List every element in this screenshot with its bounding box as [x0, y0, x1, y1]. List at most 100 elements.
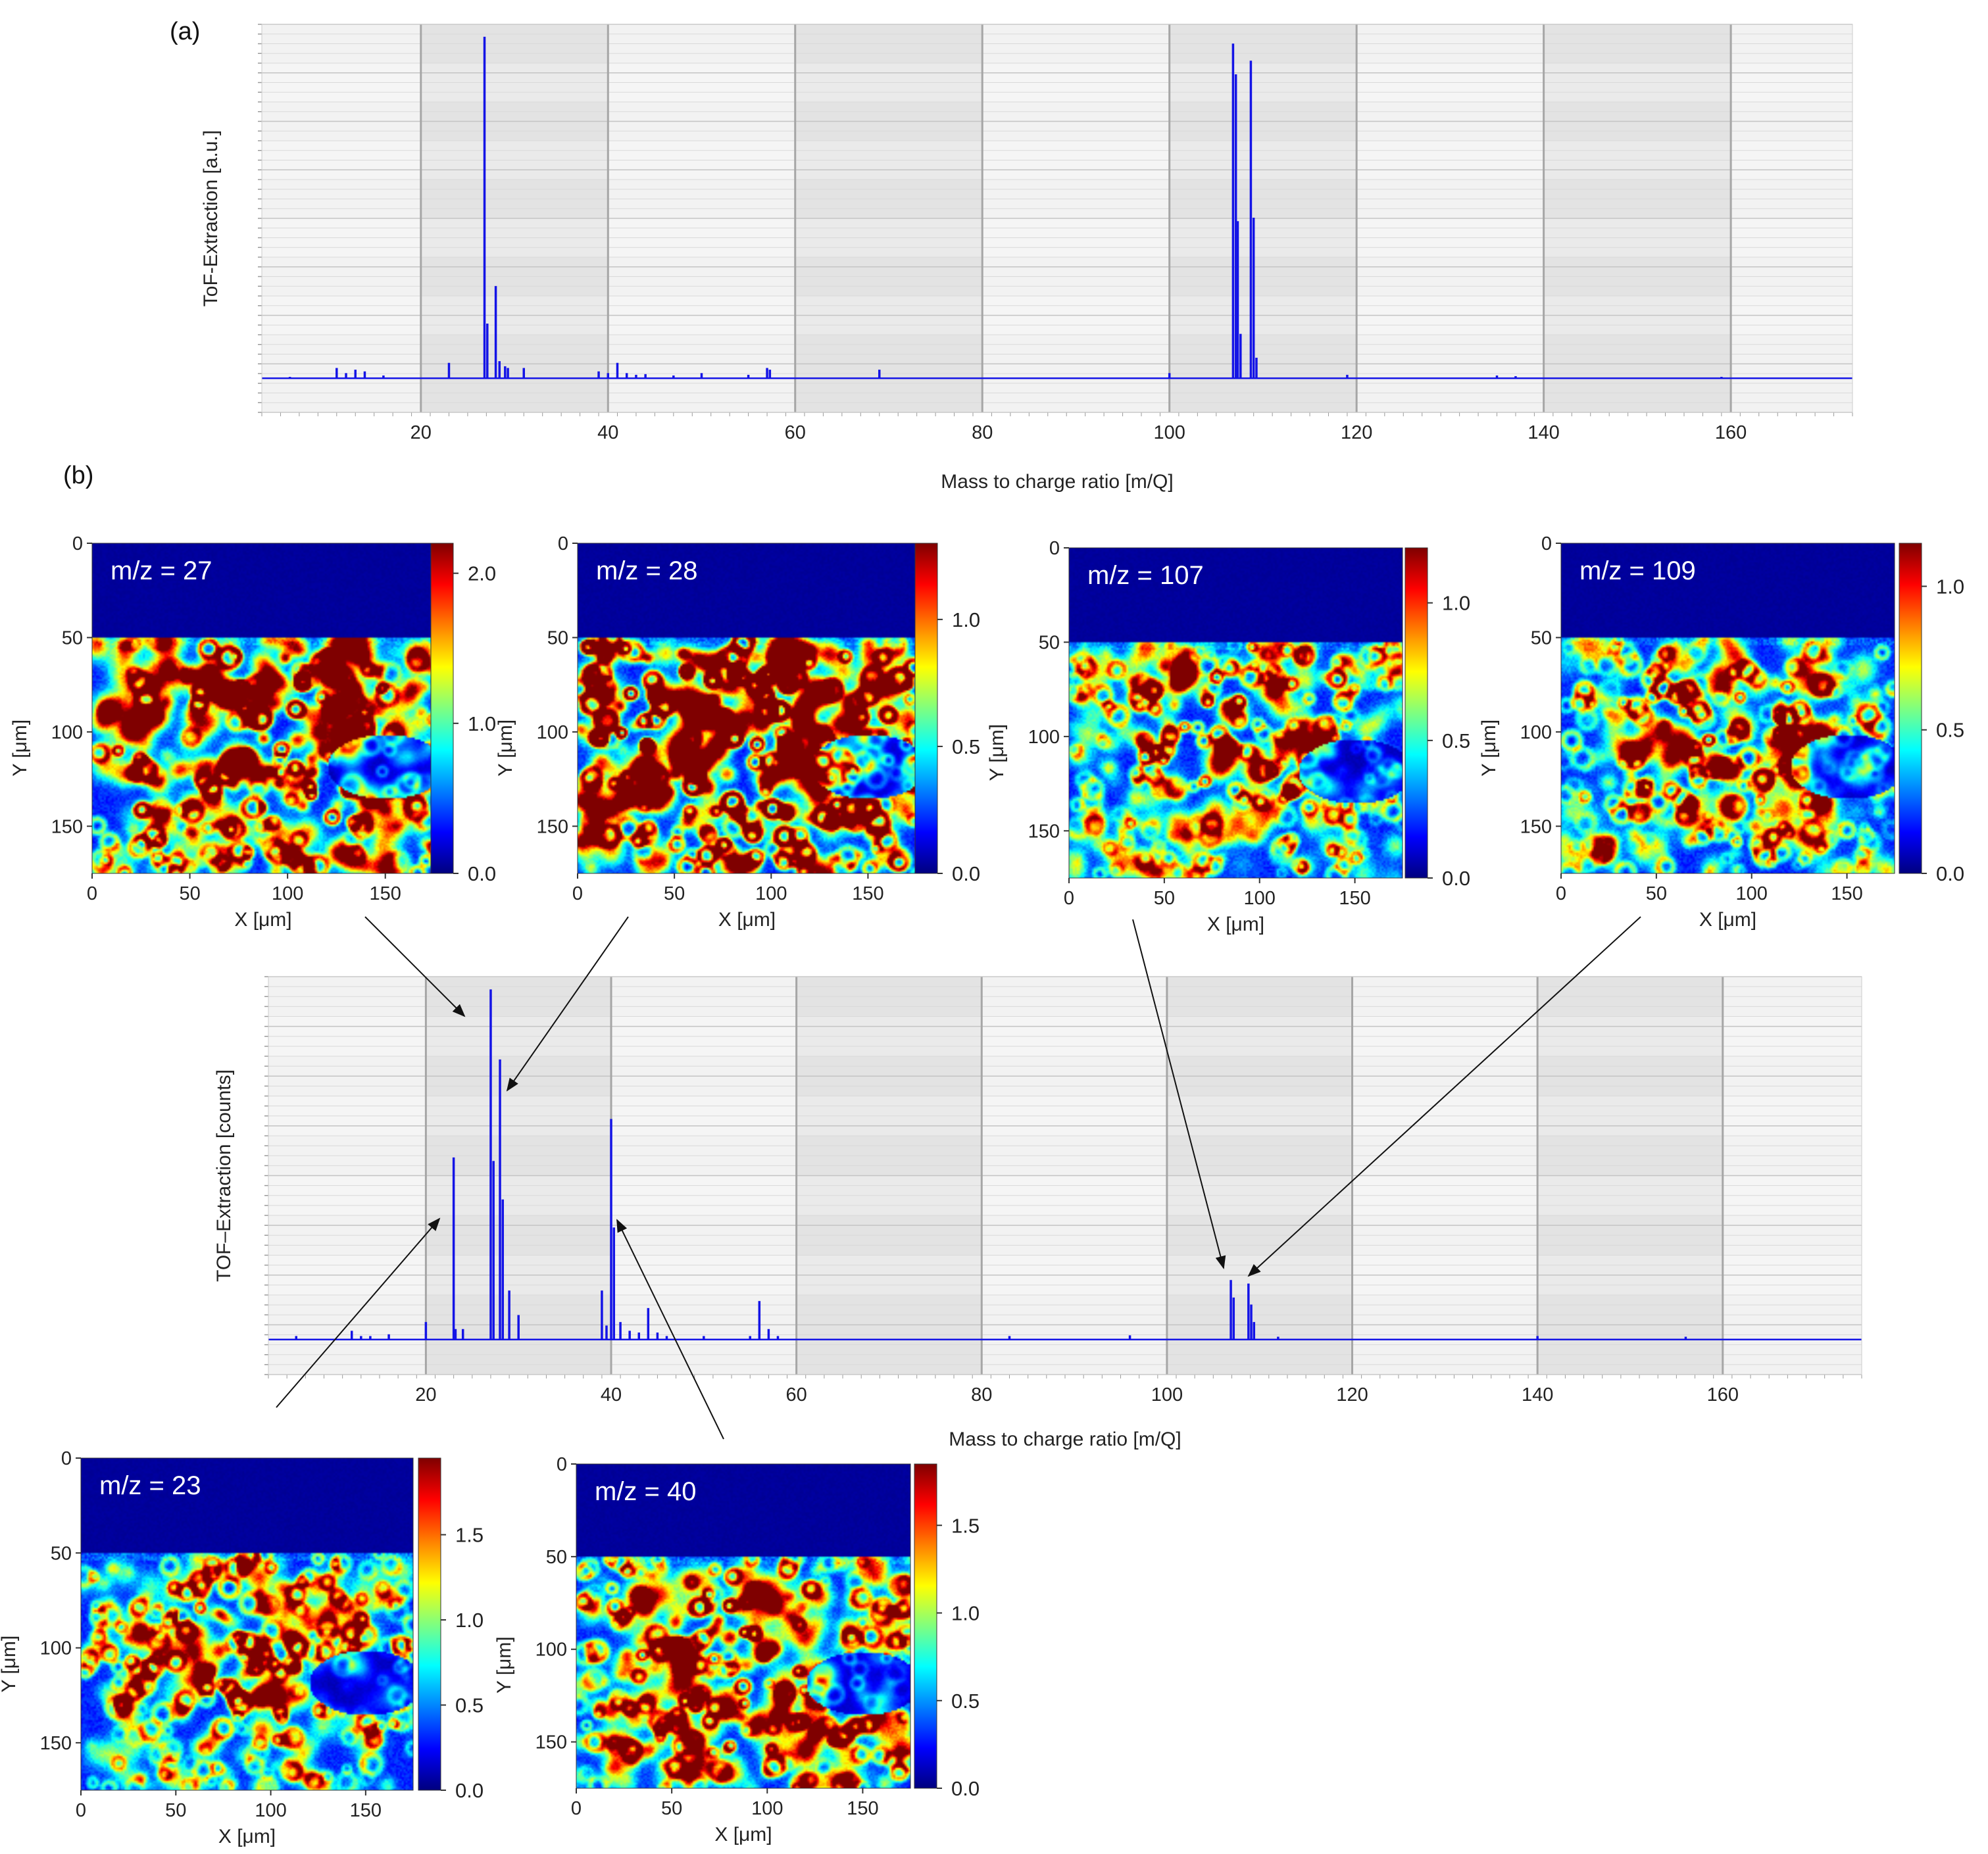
y-tick-label: 100 — [535, 1640, 567, 1661]
y-tick-label: 150 — [51, 816, 83, 837]
x-tick-label: 50 — [664, 883, 685, 904]
y-tick-label: 0 — [557, 1454, 567, 1475]
x-axis-label: X [μm] — [718, 909, 776, 931]
colorbar — [430, 543, 454, 874]
x-tick-label: 120 — [1336, 1384, 1368, 1405]
y-axis-label: ToF-Extraction [a.u.] — [200, 130, 222, 306]
spectrum-a: 20 40 60 80 100 120 140 160 Mass to charge ratio… — [200, 24, 1853, 493]
y-axis-label: Y [μm] — [9, 720, 31, 777]
x-tick-label: 0 — [571, 1798, 582, 1819]
colorbar-tick-label: 1.0 — [468, 712, 496, 735]
x-tick-label: 60 — [785, 422, 806, 443]
y-tick-label: 50 — [51, 1543, 72, 1564]
y-axis-label: Y [μm] — [986, 724, 1008, 781]
x-tick-label: 100 — [255, 1800, 286, 1821]
heatmap-title: m/z = 28 — [596, 556, 698, 585]
pointer-arrow-4 — [276, 1217, 441, 1408]
x-tick-label: 150 — [370, 883, 401, 904]
colorbar-tick-label: 0.5 — [951, 1690, 980, 1713]
y-tick-label: 50 — [1531, 627, 1552, 648]
x-tick-label: 150 — [350, 1800, 382, 1821]
colorbar-tick-label: 0.0 — [951, 1777, 980, 1800]
maps-layer: m/z = 27 0 50 100 150 0 50 100 150 X [μm] Y [μm] 0.… — [0, 533, 1964, 1847]
x-axis-label: X [μm] — [714, 1824, 772, 1845]
y-tick-label: 0 — [72, 533, 83, 554]
x-axis-label: Mass to charge ratio [m/Q] — [949, 1428, 1181, 1450]
x-tick-label: 100 — [272, 883, 303, 904]
y-tick-label: 100 — [51, 722, 83, 743]
colorbar-tick-label: 0.5 — [1442, 729, 1470, 752]
y-tick-label: 150 — [40, 1733, 72, 1754]
spectrum-b: 20 40 60 80 100 120 140 160 Mass to charge ratio… — [213, 976, 1862, 1450]
colorbar-tick-label: 1.0 — [951, 1602, 980, 1625]
y-tick-label: 0 — [1541, 533, 1552, 554]
x-tick-label: 100 — [1153, 422, 1185, 443]
x-tick-label: 80 — [971, 1384, 992, 1405]
x-tick-label: 100 — [1151, 1384, 1183, 1405]
heatmap-frame — [80, 1457, 414, 1791]
pointer-arrow-1 — [506, 916, 629, 1092]
x-tick-label: 160 — [1715, 422, 1747, 443]
x-tick-label: 20 — [410, 422, 432, 443]
colorbar-tick-label: 0.0 — [455, 1779, 484, 1802]
y-tick-label: 50 — [546, 1547, 567, 1568]
x-tick-label: 0 — [1556, 883, 1566, 904]
y-tick-label: 50 — [1039, 632, 1060, 653]
y-tick-label: 150 — [1028, 821, 1060, 842]
x-tick-label: 50 — [1154, 888, 1175, 909]
x-tick-label: 100 — [1736, 883, 1768, 904]
x-tick-label: 50 — [661, 1798, 682, 1819]
x-tick-label: 40 — [601, 1384, 622, 1405]
x-tick-label: 100 — [751, 1798, 783, 1819]
colorbar-tick-label: 0.0 — [1442, 867, 1470, 890]
y-axis-label: Y [μm] — [493, 1636, 515, 1694]
x-tick-label: 0 — [87, 883, 97, 904]
heatmap-title: m/z = 40 — [595, 1477, 697, 1506]
x-tick-label: 40 — [597, 422, 618, 443]
map-mz107: m/z = 107 0 50 100 150 0 50 100 150 X [μm] Y [μm] 0… — [986, 538, 1470, 935]
x-tick-label: 150 — [1831, 883, 1862, 904]
y-tick-label: 100 — [537, 722, 568, 743]
map-mz23: m/z = 23 0 50 100 150 0 50 100 150 X [μm] Y [μm] 0.… — [0, 1448, 484, 1847]
y-tick-label: 100 — [1520, 722, 1552, 743]
colorbar — [418, 1457, 441, 1791]
heatmap-title: m/z = 27 — [111, 556, 212, 585]
x-tick-label: 20 — [415, 1384, 436, 1405]
x-tick-label: 120 — [1341, 422, 1372, 443]
plot-frame — [268, 976, 1862, 1375]
colorbar — [1404, 547, 1428, 879]
colorbar-tick-label: 1.0 — [1442, 592, 1470, 615]
y-tick-label: 0 — [61, 1448, 72, 1469]
x-axis-label: X [μm] — [218, 1826, 276, 1847]
colorbar-tick-label: 1.5 — [455, 1524, 484, 1547]
pointer-arrow-0 — [364, 916, 466, 1017]
x-tick-label: 150 — [852, 883, 883, 904]
heatmap-image — [576, 1464, 910, 1788]
x-tick-label: 80 — [972, 422, 993, 443]
y-tick-label: 50 — [547, 627, 568, 648]
pointer-arrow-2 — [1132, 919, 1226, 1269]
colorbar-tick-label: 0.5 — [1936, 719, 1964, 742]
x-tick-label: 60 — [786, 1384, 807, 1405]
colorbar-tick-label: 0.0 — [468, 862, 496, 885]
x-tick-label: 0 — [76, 1800, 86, 1821]
x-tick-label: 150 — [1339, 888, 1370, 909]
pointer-arrow-3 — [1247, 916, 1641, 1277]
y-tick-label: 150 — [535, 1732, 567, 1753]
map-mz40: m/z = 40 0 50 100 150 0 50 100 150 X [μm] Y [μm] 0.… — [493, 1454, 980, 1845]
heatmap-title: m/z = 109 — [1579, 556, 1696, 585]
map-mz27: m/z = 27 0 50 100 150 0 50 100 150 X [μm] Y [μm] 0.… — [9, 533, 496, 931]
colorbar-tick-label: 0.0 — [1936, 862, 1964, 885]
colorbar-tick-label: 0.5 — [455, 1694, 484, 1717]
colorbar — [914, 543, 938, 874]
heatmap-image — [578, 543, 916, 873]
x-axis-label: X [μm] — [234, 909, 291, 931]
x-tick-label: 50 — [1646, 883, 1667, 904]
y-axis-label: Y [μm] — [495, 720, 516, 777]
x-tick-label: 50 — [179, 883, 200, 904]
colorbar — [914, 1463, 937, 1789]
colorbar-tick-label: 1.0 — [1936, 575, 1964, 598]
y-axis-label: Y [μm] — [0, 1636, 20, 1693]
heatmap-image — [1561, 543, 1895, 873]
y-tick-label: 0 — [1049, 538, 1060, 559]
